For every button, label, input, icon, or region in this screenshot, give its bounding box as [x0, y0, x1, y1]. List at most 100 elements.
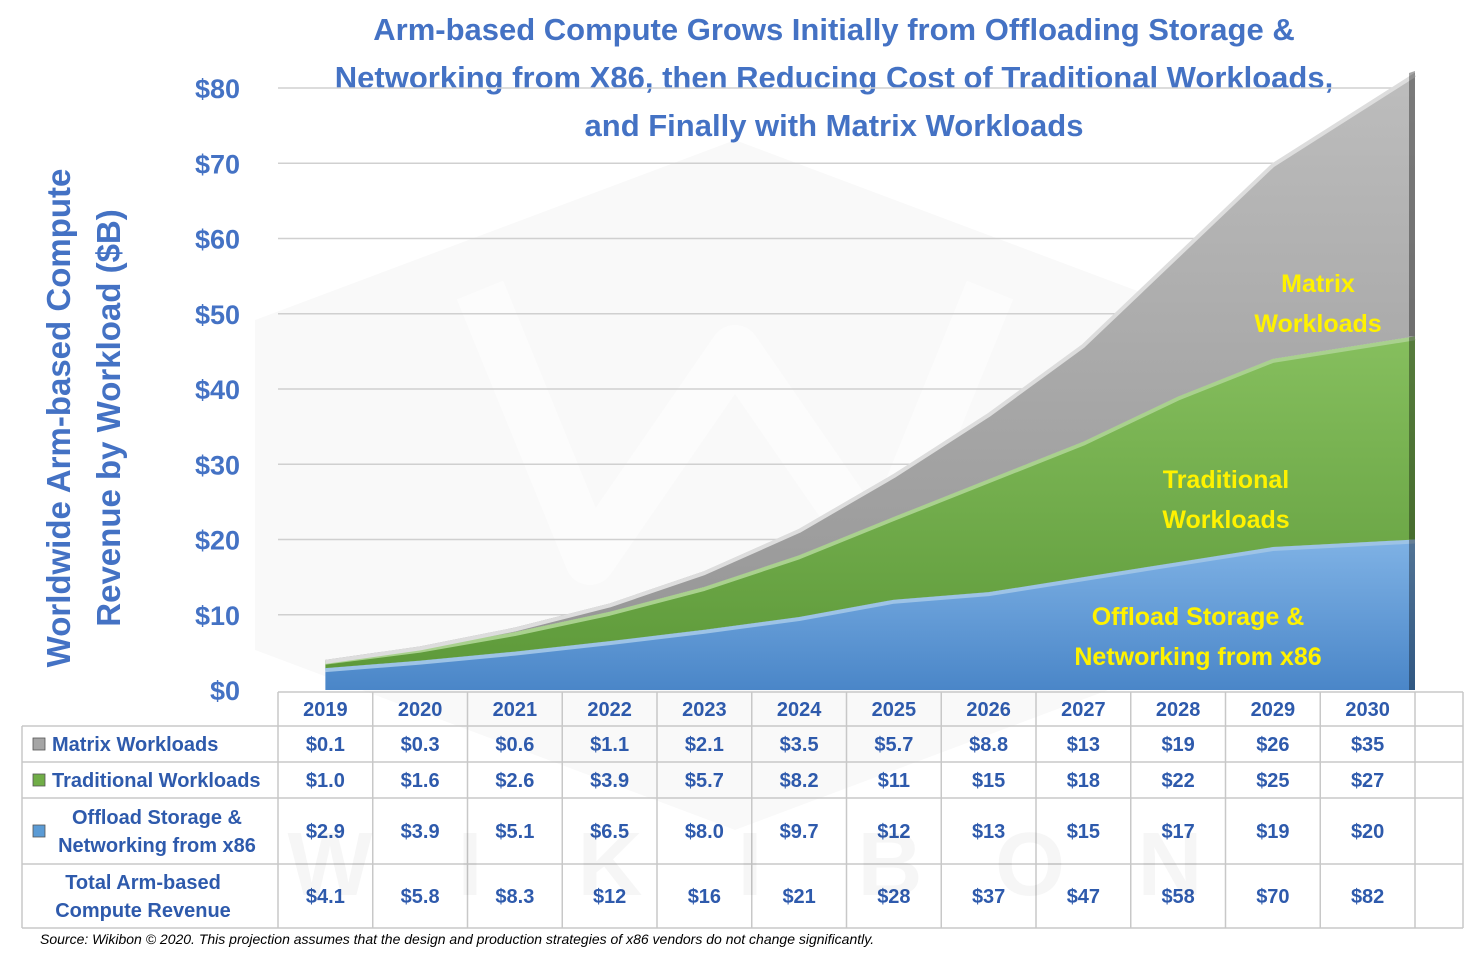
legend-key [32, 773, 46, 787]
area-edge [325, 73, 1417, 664]
table-cell: $11 [878, 770, 910, 792]
area-traditional-workloads [325, 336, 1415, 669]
table-year-header: 2021 [493, 699, 538, 721]
watermark-letter: B [858, 815, 923, 915]
table-cell: $35 [1351, 734, 1384, 756]
table-row-label: Traditional Workloads [52, 770, 261, 792]
area-edge [325, 539, 1416, 673]
table-cell: $70 [1256, 886, 1289, 908]
area-side [1409, 537, 1415, 690]
table-cell: $3.9 [590, 770, 629, 792]
y-tick-label: $70 [195, 149, 240, 179]
table-year-header: 2025 [872, 699, 917, 721]
table-cell: $15 [972, 770, 1005, 792]
y-tick-label: $30 [195, 450, 240, 480]
area-matrix-workloads [325, 72, 1415, 661]
watermark-letter: W [288, 815, 373, 915]
area-offload-storage-networking-from-x86 [325, 539, 1415, 690]
table-cell: $8.2 [780, 770, 819, 792]
table-cell: $16 [688, 886, 721, 908]
table-cell: $5.1 [495, 821, 534, 843]
y-axis-label-line: Revenue by Workload ($B) [90, 209, 127, 626]
chart-title-line: Arm-based Compute Grows Initially from O… [373, 12, 1294, 47]
y-tick-label: $80 [195, 74, 240, 104]
y-tick-label: $10 [195, 601, 240, 631]
table-year-header: 2020 [398, 699, 443, 721]
watermark-letter: O [995, 815, 1065, 915]
watermark-letter: I [457, 815, 482, 915]
stacked-areas [325, 70, 1417, 690]
table-cell: $25 [1256, 770, 1289, 792]
table-cell: $5.7 [874, 734, 913, 756]
table-cell: $8.0 [685, 821, 724, 843]
table-cell: $3.5 [780, 734, 819, 756]
legend-key [32, 824, 46, 838]
table-cell: $17 [1161, 821, 1194, 843]
area-side [1409, 334, 1415, 540]
area-label-line: Workloads [1162, 506, 1289, 534]
table-cell: $0.3 [401, 734, 440, 756]
watermark-letter: N [1138, 815, 1203, 915]
table-year-header: 2024 [777, 699, 822, 721]
table-cell: $27 [1351, 770, 1384, 792]
table-cell: $47 [1067, 886, 1100, 908]
table-cell: $5.8 [401, 886, 440, 908]
area-label-line: Workloads [1254, 310, 1381, 338]
chart-title: Arm-based Compute Grows Initially from O… [335, 12, 1333, 143]
table-cell: $2.9 [306, 821, 345, 843]
table-year-header: 2019 [303, 699, 348, 721]
legend-key [32, 737, 46, 751]
area-edge [325, 336, 1416, 665]
table-year-header: 2022 [587, 699, 632, 721]
table-cell: $4.1 [306, 886, 345, 908]
table-cell: $0.6 [495, 734, 534, 756]
table-cell: $0.1 [306, 734, 345, 756]
area-label-line: Matrix [1281, 270, 1355, 298]
table-cell: $28 [877, 886, 910, 908]
area-labels: Offload Storage & Networking from x86 Trad… [1074, 270, 1381, 671]
table-row-label: Total Arm-based [65, 872, 221, 894]
table-cell: $1.6 [401, 770, 440, 792]
watermark-letter: K [578, 815, 643, 915]
table-cell: $13 [972, 821, 1005, 843]
table-cell: $8.8 [969, 734, 1008, 756]
chart-title-line: and Finally with Matrix Workloads [585, 108, 1084, 143]
table-row-label: Compute Revenue [55, 900, 231, 922]
table-cell: $19 [1161, 734, 1194, 756]
y-tick-label: $60 [195, 225, 240, 255]
table-year-header: 2030 [1345, 699, 1390, 721]
table-cell: $2.1 [685, 734, 724, 756]
table-cell: $2.6 [495, 770, 534, 792]
source-note: Source: Wikibon © 2020. This projection … [40, 931, 874, 947]
table-row-label: Offload Storage & [72, 807, 242, 829]
table-cell: $26 [1256, 734, 1289, 756]
table-cell: $8.3 [495, 886, 534, 908]
table-year-header: 2029 [1251, 699, 1296, 721]
y-tick-label: $40 [195, 375, 240, 405]
y-axis-label: Worldwide Arm-based Compute Revenue by Wo… [40, 169, 127, 668]
table-cell: $21 [782, 886, 815, 908]
table-cell: $37 [972, 886, 1005, 908]
table-cell: $58 [1161, 886, 1194, 908]
table-year-header: 2023 [682, 699, 727, 721]
area-label-line: Offload Storage & [1092, 603, 1305, 631]
chart-title-line: Networking from X86, then Reducing Cost … [335, 60, 1333, 95]
table-cell: $12 [877, 821, 910, 843]
table-row-label: Matrix Workloads [52, 734, 218, 756]
area-label-line: Traditional [1163, 466, 1289, 494]
table-cell: $20 [1351, 821, 1384, 843]
table-row-label: Networking from x86 [58, 835, 256, 857]
y-axis-label-line: Worldwide Arm-based Compute [40, 169, 77, 668]
table-cell: $1.1 [590, 734, 629, 756]
table-cell: $82 [1351, 886, 1384, 908]
table-year-header: 2026 [966, 699, 1011, 721]
y-tick-label: $50 [195, 300, 240, 330]
watermark-letter: I [737, 815, 762, 915]
y-tick-label: $20 [195, 526, 240, 556]
table-year-header: 2027 [1061, 699, 1106, 721]
table-cell: $15 [1067, 821, 1100, 843]
table-cell: $9.7 [780, 821, 819, 843]
area-label-line: Networking from x86 [1074, 643, 1321, 671]
table-cell: $13 [1067, 734, 1100, 756]
